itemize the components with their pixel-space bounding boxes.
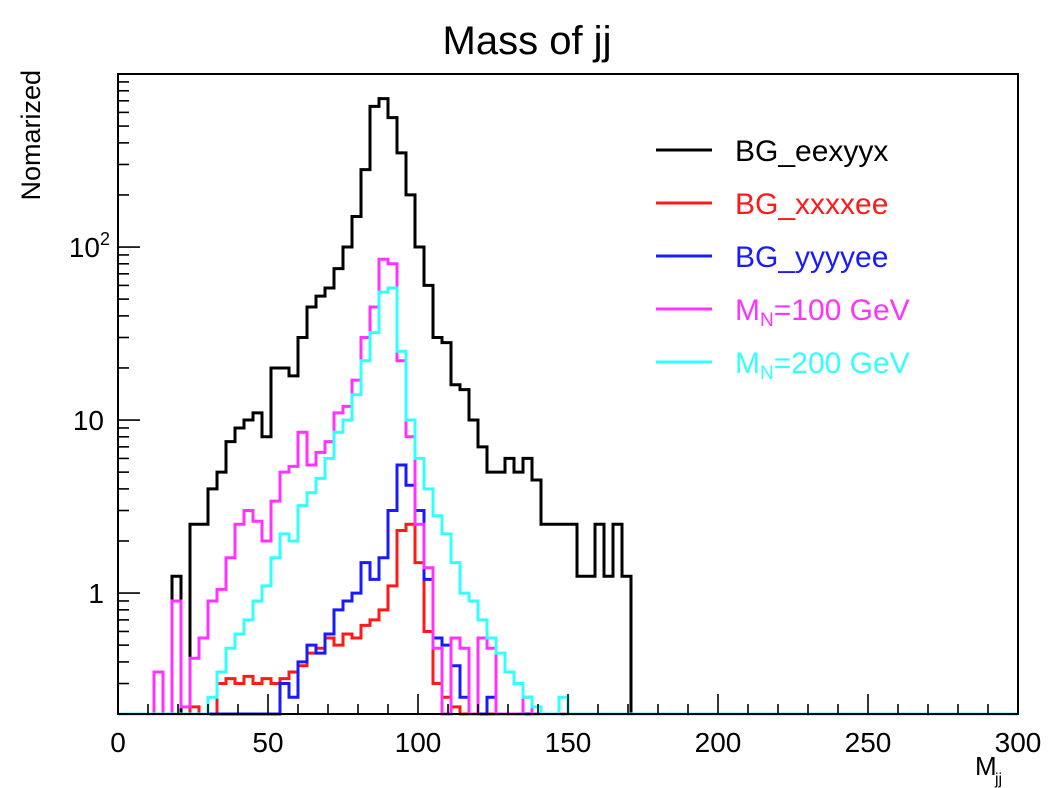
legend-label: BG_yyyyee — [735, 241, 888, 274]
x-axis-label-main: M — [975, 751, 997, 781]
x-tick-label: 50 — [252, 727, 283, 758]
legend-label: MN=200 GeV — [735, 347, 910, 384]
legend-label: BG_xxxxee — [735, 188, 888, 221]
x-tick-label: 0 — [110, 727, 126, 758]
legend-label: MN=100 GeV — [735, 294, 910, 331]
y-axis-label: Nomarized — [16, 70, 46, 201]
y-tick-label: 10 — [73, 405, 104, 436]
x-tick-label: 300 — [995, 727, 1042, 758]
x-tick-label: 150 — [545, 727, 592, 758]
x-axis-label: M jj — [975, 751, 1002, 788]
y-tick-label: 102 — [69, 229, 110, 263]
axes-layer: 0 50 100 150 200 250 300 1 10 102 — [69, 73, 1042, 758]
legend-label: BG_eexyyx — [735, 135, 888, 168]
x-axis-label-sub: jj — [994, 771, 1002, 788]
series-line-mn-100-gev — [118, 257, 1018, 716]
legend: BG_eexyyx BG_xxxxee BG_yyyyee MN=100 GeV MN=… — [656, 135, 910, 384]
x-tick-label: 100 — [395, 727, 442, 758]
chart-title: Mass of jj — [443, 19, 612, 63]
x-tick-label: 200 — [695, 727, 742, 758]
x-tick-label: 250 — [845, 727, 892, 758]
y-tick-label: 1 — [88, 578, 104, 609]
